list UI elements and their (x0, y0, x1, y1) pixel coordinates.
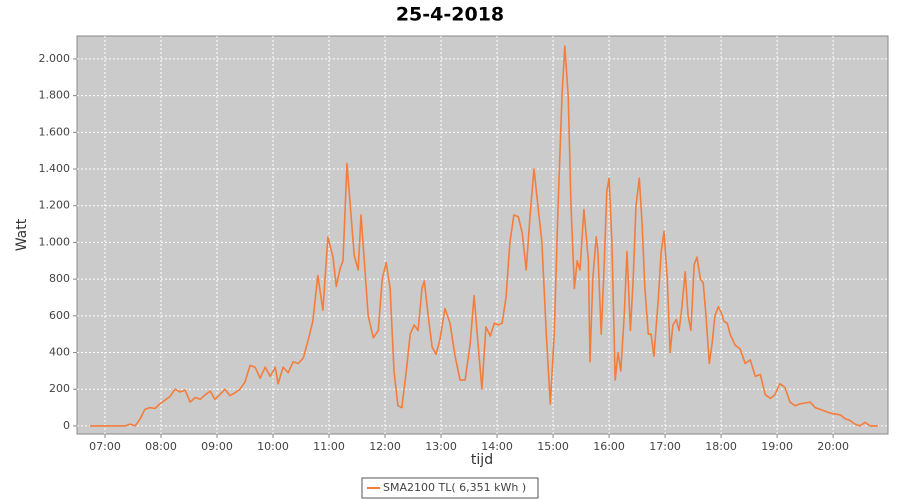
y-tick-label: 1.800 (39, 89, 71, 102)
y-tick-label: 1.200 (39, 199, 71, 212)
y-tick-label: 1.400 (39, 162, 71, 175)
y-tick-label: 600 (49, 309, 70, 322)
x-tick-label: 10:00 (257, 440, 289, 453)
y-tick-label: 1.000 (39, 235, 71, 248)
x-tick-label: 11:00 (313, 440, 345, 453)
x-tick-label: 12:00 (369, 440, 401, 453)
x-tick-label: 16:00 (593, 440, 625, 453)
y-tick-label: 400 (49, 346, 70, 359)
y-tick-label: 0 (63, 419, 70, 432)
x-tick-label: 18:00 (705, 440, 737, 453)
chart-title: 25-4-2018 (396, 4, 504, 26)
series-line (89, 45, 878, 427)
x-tick-label: 20:00 (817, 440, 849, 453)
x-tick-label: 07:00 (89, 440, 121, 453)
y-tick-label: 1.600 (39, 125, 71, 138)
legend (361, 477, 539, 499)
x-tick-label: 08:00 (145, 440, 177, 453)
legend-label: SMA2100 TL( 6,351 kWh ) (383, 481, 526, 494)
x-tick-label: 09:00 (201, 440, 233, 453)
x-tick-label: 15:00 (537, 440, 569, 453)
x-tick-label: 14:00 (481, 440, 513, 453)
x-tick-label: 17:00 (649, 440, 681, 453)
y-tick-label: 2.000 (39, 52, 71, 65)
y-tick-label: 800 (49, 272, 70, 285)
x-tick-label: 19:00 (761, 440, 793, 453)
y-tick-label: 200 (49, 382, 70, 395)
x-axis-label: tijd (471, 452, 493, 468)
y-axis-label: Watt (14, 218, 30, 251)
x-tick-label: 13:00 (425, 440, 457, 453)
